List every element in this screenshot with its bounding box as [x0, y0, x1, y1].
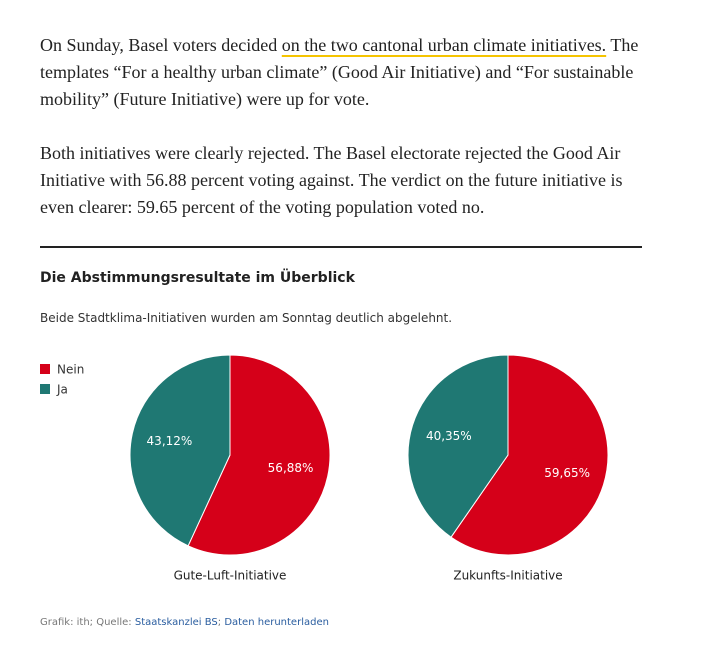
source-line: Grafik: ith; Quelle: Staatskanzlei BS; D… — [40, 617, 329, 628]
paragraph: On Sunday, Basel voters decided on the t… — [40, 32, 640, 113]
download-link[interactable]: Daten herunterladen — [224, 617, 329, 628]
pie-slice — [187, 354, 331, 556]
charts: 56,88% 43,12% Gute-Luft-Initiative Nein Ja 59… — [40, 354, 609, 583]
slice-label: 43,12% — [147, 434, 193, 448]
graphic-title: Die Abstimmungsresultate im Überblick — [40, 270, 355, 286]
divider — [40, 246, 642, 248]
slice-label: 59,65% — [544, 466, 590, 480]
source-link[interactable]: Staatskanzlei BS — [134, 617, 218, 628]
legend-swatch — [40, 364, 50, 374]
pie-slice — [129, 354, 231, 547]
slice-label: 40,35% — [426, 429, 472, 443]
legend-label: Nein — [57, 363, 84, 377]
source-prefix: Grafik: ith; Quelle: — [40, 617, 132, 628]
text: On Sunday, Basel voters decided — [40, 35, 282, 55]
paragraph: Both initiatives were clearly rejected. … — [40, 143, 623, 217]
slice-label: 56,88% — [268, 461, 314, 475]
pie-slice — [450, 354, 609, 556]
separator: ; — [217, 617, 222, 628]
text: The templates “For a healthy urban clima… — [40, 35, 639, 109]
chart-caption: Gute-Luft-Initiative — [174, 569, 287, 583]
legend-swatch — [40, 384, 50, 394]
pie-slice — [407, 354, 509, 538]
graphic-subtitle: Beide Stadtklima-Initiativen wurden am S… — [40, 311, 453, 325]
chart-caption: Zukunfts-Initiative — [453, 569, 562, 583]
legend-label: Ja — [56, 383, 68, 397]
article-link[interactable]: on the two cantonal urban climate initia… — [281, 35, 607, 55]
